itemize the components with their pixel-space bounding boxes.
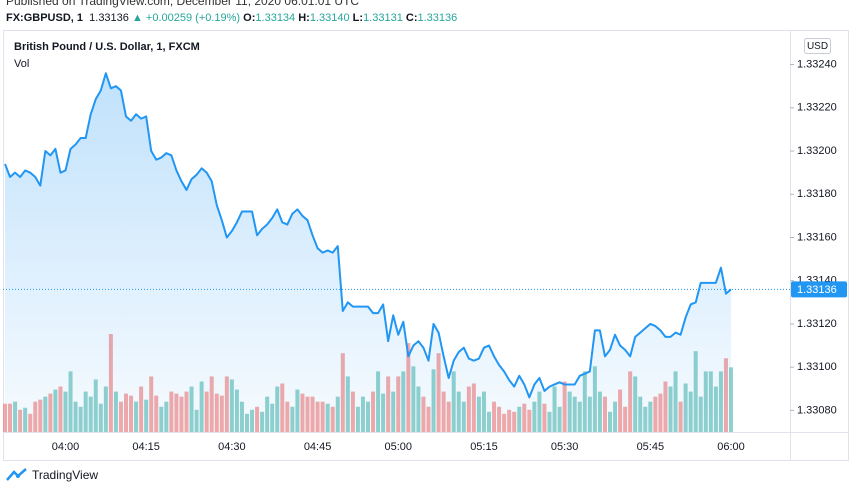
footer: TradingView — [6, 468, 98, 482]
y-tick-label: 1.33200 — [797, 145, 837, 157]
x-tick-label: 05:15 — [470, 441, 498, 453]
last-price-badge — [791, 281, 847, 298]
y-tick-label: 1.33220 — [797, 102, 837, 114]
currency: USD — [807, 41, 828, 52]
ohlc-value: 1.33140 — [309, 12, 350, 24]
x-tick-label: 05:30 — [551, 441, 579, 453]
y-tick-label: 1.33080 — [797, 404, 837, 416]
price-line — [4, 72, 732, 399]
last-price: 1.33136 — [89, 12, 129, 24]
x-tick-label: 04:30 — [218, 441, 246, 453]
chart-title: British Pound / U.S. Dollar, 1, FXCM — [14, 41, 200, 53]
chart-frame — [3, 30, 849, 461]
y-tick-label: 1.33180 — [797, 188, 837, 200]
x-tick-label: 04:15 — [132, 441, 160, 453]
quote-line: FX:GBPUSD, 1 1.33136 ▲ +0.00259 (+0.19%)… — [6, 12, 457, 24]
ohlc-label: L: — [352, 12, 364, 24]
y-tick-label: 1.33100 — [797, 361, 837, 373]
chart: British Pound / U.S. Dollar, 1, FXCM Vol… — [3, 30, 849, 461]
ohlc-label: O: — [243, 12, 256, 24]
ohlc-value: 1.33136 — [417, 12, 458, 24]
brand: TradingView — [32, 468, 99, 482]
y-tick-label: 1.33120 — [797, 318, 837, 330]
x-tick-label: 05:45 — [637, 441, 665, 453]
area-fill — [5, 73, 731, 432]
currency-box[interactable] — [804, 38, 831, 54]
symbol: FX:GBPUSD, 1 — [6, 12, 84, 24]
x-tick-label: 04:45 — [304, 441, 332, 453]
ohlc-label: C: — [405, 12, 418, 24]
brand-logo — [6, 468, 27, 481]
y-tick-label: 1.33240 — [797, 58, 837, 70]
x-tick-label: 04:00 — [52, 441, 80, 453]
x-tick-label: 05:00 — [384, 441, 412, 453]
y-tick-label: 1.33160 — [797, 231, 837, 243]
change: ▲ +0.00259 (+0.19%) — [131, 12, 241, 24]
published-note: Published on TradingView.com, December 1… — [6, 0, 360, 8]
ohlc-value: 1.33131 — [363, 12, 403, 24]
x-tick-label: 06:00 — [717, 441, 745, 453]
volume-label: Vol — [14, 58, 29, 70]
ohlc-label: H: — [298, 12, 310, 24]
last-price-label: 1.33136 — [797, 284, 837, 296]
ohlc-value: 1.33134 — [255, 12, 296, 24]
